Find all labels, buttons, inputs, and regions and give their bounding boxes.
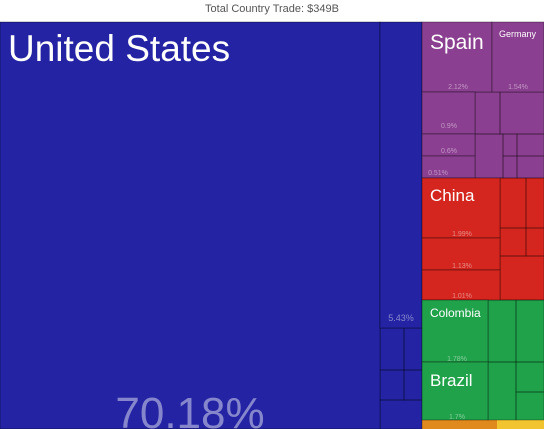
cell-label: China bbox=[430, 186, 475, 205]
value-label: 1.78% bbox=[447, 356, 467, 363]
value-label: 2.12% bbox=[448, 84, 468, 91]
treemap-cell bbox=[491, 21, 544, 93]
treemap-cell bbox=[421, 237, 501, 271]
cell-label: Colombia bbox=[430, 306, 481, 320]
value-label: 1.7% bbox=[449, 414, 465, 421]
treemap-cell bbox=[421, 177, 501, 239]
value-label: 1.13% bbox=[452, 263, 472, 270]
value-label: 0.6% bbox=[441, 148, 457, 155]
value-label: 1.99% bbox=[452, 231, 472, 238]
value-label: 1.01% bbox=[452, 293, 472, 300]
small-cell bbox=[516, 155, 544, 179]
yellow-region bbox=[497, 420, 544, 429]
cell-label: Germany bbox=[499, 29, 537, 39]
small-cell bbox=[516, 133, 544, 157]
small-cell bbox=[525, 177, 544, 229]
chart-title: Total Country Trade: $349B bbox=[205, 3, 339, 15]
small-cell bbox=[502, 155, 518, 179]
value-label: 0.9% bbox=[441, 123, 457, 130]
treemap-cell bbox=[421, 361, 489, 421]
small-cell bbox=[502, 133, 518, 157]
cell-label: United States bbox=[8, 28, 230, 69]
small-cell bbox=[515, 391, 544, 421]
small-cell bbox=[525, 227, 544, 257]
small-cell bbox=[515, 361, 544, 393]
treemap-cell bbox=[421, 91, 476, 135]
treemap-cell bbox=[379, 21, 423, 329]
cell-label: Brazil bbox=[430, 371, 473, 390]
orange-region bbox=[422, 420, 497, 429]
treemap-cell bbox=[421, 21, 493, 93]
value-label: 1.54% bbox=[508, 84, 528, 91]
value-label: 5.43% bbox=[388, 313, 414, 323]
value-label: 0.51% bbox=[428, 170, 448, 177]
treemap-cell bbox=[0, 21, 381, 429]
value-label: 70.18% bbox=[115, 389, 264, 429]
cell-label: Spain bbox=[430, 31, 484, 54]
small-cell bbox=[515, 299, 544, 363]
